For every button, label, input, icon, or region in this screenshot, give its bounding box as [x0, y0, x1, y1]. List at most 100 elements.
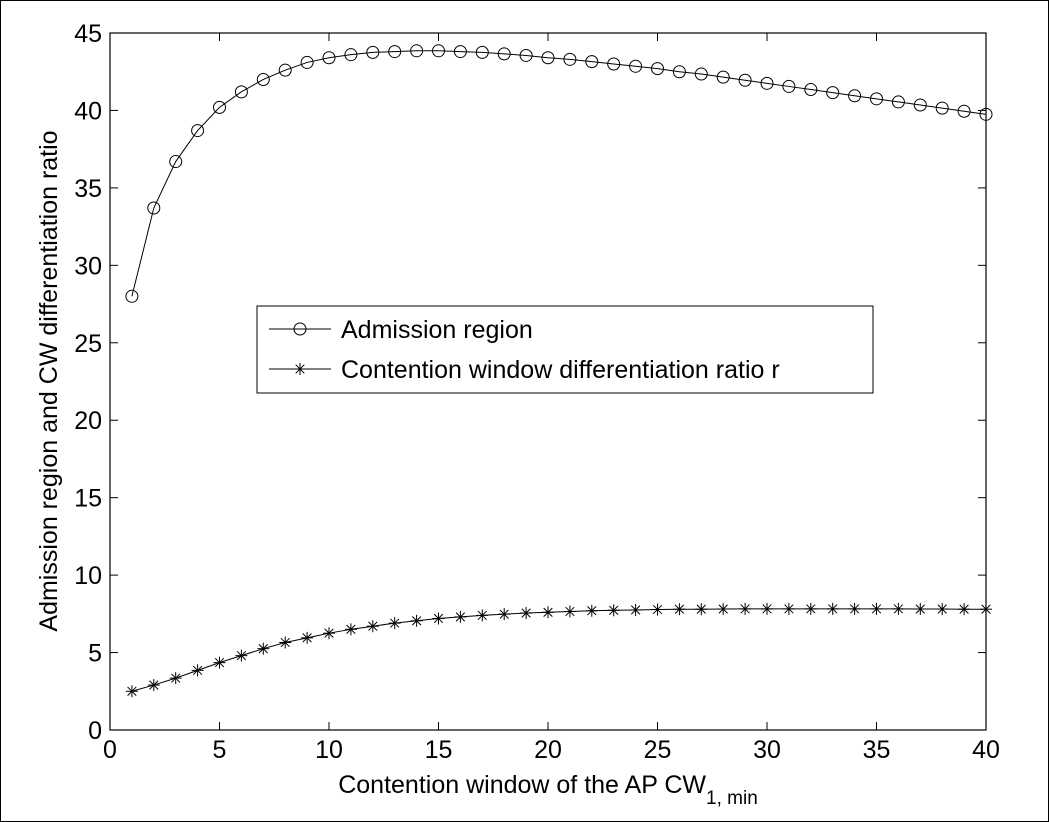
circle-marker	[738, 73, 752, 87]
series-2	[125, 602, 992, 698]
circle-marker	[848, 89, 862, 103]
y-tick-label: 40	[74, 97, 102, 125]
x-tick-label: 5	[213, 736, 227, 764]
circle-marker	[913, 98, 927, 112]
y-tick-label: 20	[74, 407, 102, 435]
circle-marker	[234, 85, 248, 99]
star-marker	[958, 603, 971, 616]
y-tick-label: 0	[88, 717, 102, 745]
axis-ticks: 0 5 10 15 20 25 30 35 40 0 5 10 15 20 25 30 35 40 45	[74, 20, 1000, 764]
x-axis-label-subscript: 1, min	[706, 788, 758, 809]
circle-marker	[366, 45, 380, 59]
circle-marker	[651, 62, 664, 76]
star-marker	[563, 605, 576, 618]
circle-marker	[607, 57, 621, 71]
star-marker	[651, 603, 664, 616]
series-line	[131, 608, 986, 692]
star-marker	[629, 603, 642, 616]
star-marker	[520, 607, 533, 620]
circle-marker	[891, 95, 905, 109]
star-marker	[717, 603, 730, 616]
circle-marker	[300, 55, 314, 69]
legend: Admission region Contention window differ…	[256, 305, 874, 394]
circle-marker	[125, 289, 139, 303]
star-marker	[279, 636, 292, 649]
circle-marker	[147, 201, 161, 215]
x-tick-label: 40	[972, 736, 1000, 764]
circle-marker	[475, 45, 489, 59]
x-axis-label: Contention window of the AP CW1, min	[338, 771, 758, 809]
x-axis-label-main: Contention window of the AP CW	[338, 771, 706, 799]
circle-marker	[322, 51, 336, 65]
circle-marker	[432, 44, 445, 58]
y-tick-label: 5	[88, 640, 102, 668]
x-tick-label: 35	[863, 736, 891, 764]
circle-marker	[957, 104, 971, 118]
y-axis-label: Admission region and CW differentiation …	[35, 130, 63, 631]
star-marker	[410, 614, 423, 627]
y-tick-label: 15	[74, 485, 102, 513]
x-tick-label: 25	[644, 736, 672, 764]
y-tick-label: 30	[74, 252, 102, 280]
circle-marker	[694, 67, 708, 81]
legend-entry: Contention window differentiation ratio …	[269, 356, 780, 384]
star-marker	[257, 642, 270, 655]
circle-marker	[585, 55, 599, 69]
star-marker	[782, 602, 795, 615]
circle-marker	[388, 45, 402, 59]
star-marker	[125, 685, 138, 698]
circle-marker	[293, 322, 307, 336]
circle-marker	[826, 86, 840, 100]
star-marker	[344, 623, 357, 636]
circle-marker	[716, 70, 730, 84]
star-marker	[695, 603, 708, 616]
star-marker	[673, 603, 686, 616]
circle-marker	[410, 44, 424, 58]
series-layer	[125, 44, 993, 698]
circle-marker	[213, 100, 226, 114]
star-marker	[848, 602, 861, 615]
star-marker	[169, 672, 182, 685]
circle-marker	[870, 92, 883, 106]
star-marker	[804, 602, 817, 615]
circle-marker	[497, 47, 511, 61]
x-tick-label: 0	[103, 736, 117, 764]
star-marker	[826, 602, 839, 615]
star-marker	[301, 631, 314, 644]
legend-label: Contention window differentiation ratio …	[341, 356, 780, 384]
circle-marker	[256, 72, 270, 86]
star-marker	[739, 602, 752, 615]
star-marker	[147, 679, 160, 692]
star-marker	[388, 617, 401, 630]
y-tick-label: 25	[74, 330, 102, 358]
star-marker	[476, 609, 489, 622]
circle-marker	[760, 76, 774, 90]
circle-marker	[629, 59, 643, 73]
circle-marker	[804, 83, 818, 97]
star-marker	[213, 656, 226, 669]
star-marker	[914, 603, 927, 616]
star-marker	[936, 603, 949, 616]
star-marker	[432, 612, 445, 625]
circle-marker	[191, 124, 205, 138]
x-tick-label: 10	[315, 736, 343, 764]
circle-marker	[278, 63, 292, 77]
legend-label: Admission region	[341, 316, 533, 344]
star-marker	[235, 649, 248, 662]
circle-marker	[344, 48, 358, 62]
circle-marker	[935, 101, 949, 115]
y-tick-label: 10	[74, 562, 102, 590]
series-1	[125, 44, 993, 303]
star-marker	[454, 610, 467, 623]
circle-marker	[519, 48, 533, 62]
circle-marker	[453, 45, 467, 59]
circle-marker	[563, 52, 577, 66]
star-marker	[323, 627, 335, 640]
star-marker	[294, 363, 306, 375]
star-marker	[980, 603, 992, 616]
x-tick-label: 30	[753, 736, 781, 764]
star-marker	[191, 664, 204, 677]
star-marker	[542, 606, 554, 619]
y-tick-label: 35	[74, 175, 102, 203]
